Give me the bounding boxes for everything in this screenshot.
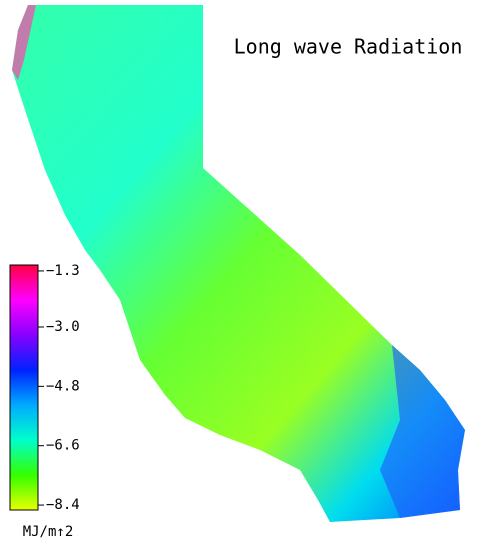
southeast-highlight: [380, 345, 465, 518]
colorbar-tick-label: −8.4: [46, 497, 80, 513]
colorbar: [9, 264, 39, 511]
map-title: Long wave Radiation: [234, 35, 463, 59]
colorbar-tick-label: −6.6: [46, 438, 80, 454]
colorbar-label: MJ/m↑2: [23, 524, 74, 540]
colorbar-tick-label: −1.3: [46, 263, 80, 279]
california-map: [12, 5, 465, 522]
coast-highlight: [12, 5, 36, 80]
colorbar-tick-label: −4.8: [46, 378, 80, 394]
colorbar-tick-label: −3.0: [46, 319, 80, 335]
